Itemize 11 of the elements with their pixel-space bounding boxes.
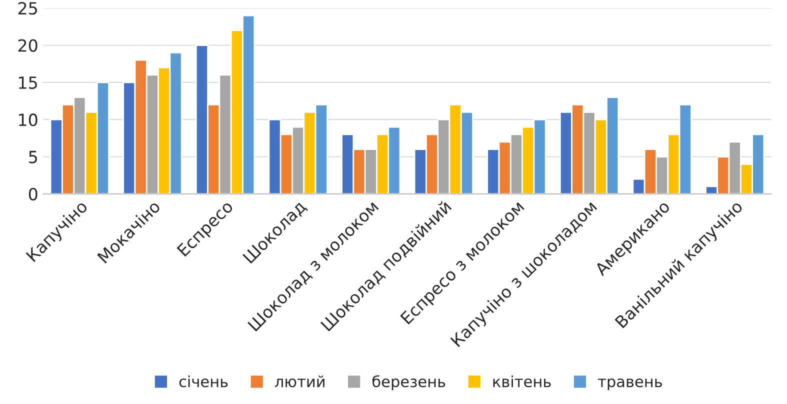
y-tick-label: 0 xyxy=(28,188,38,200)
y-tick-label: 10 xyxy=(19,114,38,126)
y-tick-label: 25 xyxy=(18,2,37,15)
y-tick-label: 5 xyxy=(29,150,37,164)
legend-label: січень xyxy=(179,375,228,388)
legend-label: квітень xyxy=(493,375,551,388)
legend-label: травень xyxy=(598,378,662,390)
legend-label: березень xyxy=(372,375,446,390)
y-tick-label: 15 xyxy=(19,76,37,89)
legend-label: лютий xyxy=(274,376,324,388)
y-tick-label: 20 xyxy=(18,39,38,52)
